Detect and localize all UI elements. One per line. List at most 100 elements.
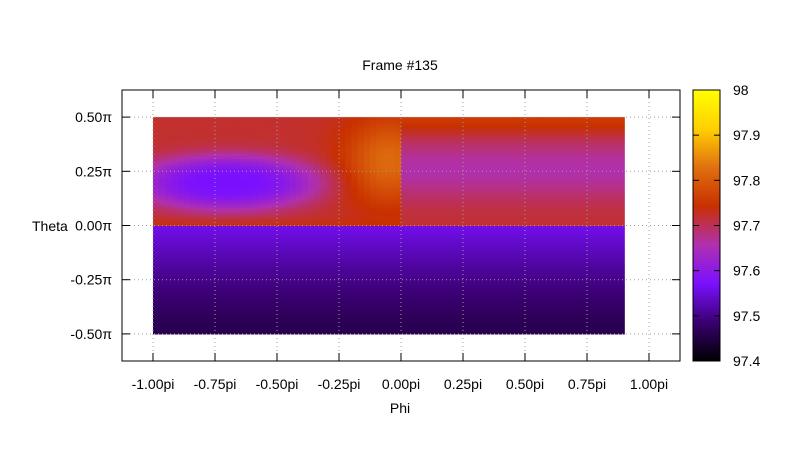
- heatmap-cell: [419, 166, 427, 170]
- heatmap-cell: [233, 179, 241, 183]
- heatmap-cell: [593, 210, 600, 214]
- heatmap-cell: [475, 271, 483, 276]
- heatmap-cell: [289, 222, 297, 227]
- heatmap-cell: [351, 259, 359, 263]
- heatmap-cell: [339, 225, 346, 229]
- heatmap-cell: [388, 264, 396, 268]
- heatmap-cell: [221, 331, 228, 335]
- heatmap-cell: [537, 269, 545, 273]
- heatmap-cell: [252, 184, 259, 188]
- heatmap-cell: [500, 199, 507, 203]
- heatmap-cell: [618, 176, 625, 180]
- heatmap-cell: [580, 295, 588, 299]
- heatmap-cell: [277, 212, 284, 216]
- heatmap-cell: [376, 202, 383, 206]
- heatmap-cell: [469, 202, 476, 206]
- heatmap-cell: [438, 181, 445, 185]
- heatmap-cell: [574, 179, 582, 183]
- heatmap-cell: [444, 184, 452, 188]
- heatmap-cell: [258, 222, 266, 227]
- heatmap-cell: [413, 271, 421, 276]
- heatmap-cell: [357, 228, 365, 232]
- heatmap-cell: [351, 222, 359, 227]
- heatmap-cell: [469, 217, 476, 221]
- heatmap-cell: [215, 220, 222, 224]
- heatmap-cell: [196, 238, 204, 242]
- heatmap-cell: [487, 189, 495, 193]
- heatmap-cell: [345, 256, 352, 260]
- heatmap-cell: [165, 297, 173, 301]
- heatmap-cell: [487, 300, 495, 304]
- heatmap-cell: [580, 323, 588, 327]
- heatmap-cell: [432, 290, 439, 294]
- heatmap-cell: [190, 326, 197, 330]
- heatmap-cell: [605, 202, 613, 206]
- heatmap-cell: [314, 184, 321, 188]
- heatmap-cell: [543, 274, 551, 278]
- heatmap-cell: [177, 323, 185, 327]
- heatmap-cell: [270, 173, 278, 178]
- heatmap-cell: [283, 302, 290, 307]
- heatmap-cell: [562, 215, 569, 219]
- heatmap-cell: [407, 228, 414, 232]
- heatmap-cell: [208, 235, 216, 239]
- heatmap-cell: [388, 282, 396, 286]
- heatmap-cell: [283, 243, 290, 247]
- heatmap-cell: [233, 210, 241, 214]
- heatmap-cell: [233, 323, 241, 327]
- heatmap-cell: [432, 173, 439, 178]
- heatmap-cell: [326, 331, 334, 335]
- heatmap-cell: [475, 321, 483, 325]
- heatmap-cell: [481, 225, 489, 229]
- heatmap-cell: [301, 313, 309, 317]
- heatmap-cell: [574, 166, 582, 170]
- heatmap-cell: [419, 163, 427, 167]
- heatmap-cell: [202, 212, 210, 216]
- heatmap-cell: [618, 321, 625, 325]
- heatmap-cell: [165, 212, 173, 216]
- heatmap-cell: [587, 225, 594, 229]
- heatmap-cell: [308, 228, 315, 232]
- heatmap-cell: [171, 225, 179, 229]
- heatmap-cell: [531, 212, 538, 216]
- heatmap-cell: [370, 173, 377, 178]
- heatmap-cell: [618, 284, 625, 289]
- heatmap-cell: [537, 261, 545, 265]
- heatmap-cell: [320, 179, 328, 183]
- heatmap-cell: [177, 235, 185, 239]
- heatmap-cell: [264, 331, 272, 335]
- heatmap-cell: [401, 207, 408, 211]
- heatmap-cell: [339, 204, 346, 209]
- heatmap-cell: [438, 323, 445, 327]
- heatmap-cell: [543, 202, 551, 206]
- heatmap-cell: [363, 166, 371, 170]
- heatmap-cell: [153, 277, 160, 281]
- heatmap-cell: [332, 168, 340, 172]
- heatmap-cell: [308, 313, 315, 317]
- heatmap-cell: [574, 287, 582, 291]
- heatmap-cell: [258, 243, 266, 247]
- heatmap-cell: [580, 308, 588, 312]
- heatmap-cell: [593, 300, 600, 304]
- heatmap-cell: [388, 194, 396, 198]
- heatmap-cell: [277, 204, 284, 209]
- heatmap-cell: [332, 326, 340, 330]
- heatmap-cell: [233, 256, 241, 260]
- heatmap-cell: [227, 248, 235, 252]
- heatmap-cell: [438, 305, 445, 309]
- heatmap-cell: [438, 240, 445, 245]
- heatmap-cell: [481, 331, 489, 335]
- heatmap-cell: [543, 308, 551, 312]
- heatmap-cell: [463, 282, 470, 286]
- heatmap-cell: [177, 331, 185, 335]
- heatmap-cell: [543, 331, 551, 335]
- heatmap-cell: [196, 284, 204, 289]
- heatmap-cell: [444, 251, 452, 255]
- heatmap-cell: [419, 264, 427, 268]
- heatmap-cell: [549, 248, 557, 252]
- heatmap-cell: [475, 243, 483, 247]
- heatmap-cell: [314, 248, 321, 252]
- heatmap-cell: [258, 197, 266, 201]
- heatmap-cell: [326, 225, 334, 229]
- heatmap-cell: [382, 310, 390, 314]
